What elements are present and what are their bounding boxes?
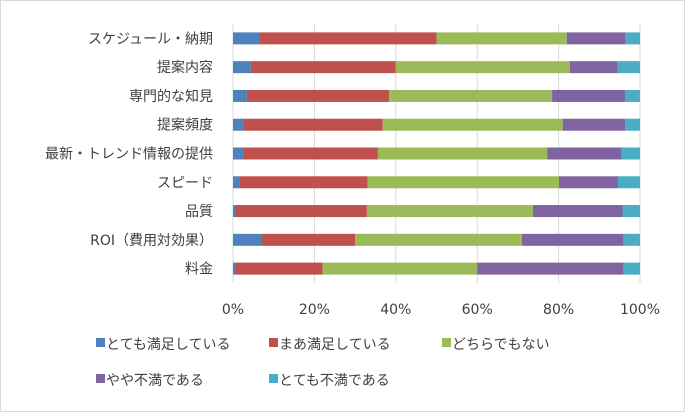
bar-segment	[625, 118, 640, 131]
category-label: 専門的な知見	[129, 88, 213, 105]
bar-segment	[261, 233, 356, 246]
bar-segment	[355, 233, 522, 246]
bar-segment	[566, 32, 626, 45]
category-label: 提案内容	[157, 59, 213, 76]
bar-segment	[233, 176, 240, 189]
bar-segment	[477, 262, 624, 275]
bar-segment	[622, 205, 640, 218]
category-label: 料金	[185, 262, 213, 278]
legend-label: とても満足している	[106, 337, 230, 353]
bar-segment	[259, 32, 437, 45]
category-label: 提案頻度	[157, 117, 213, 134]
bar-segment	[243, 118, 383, 131]
bar-segment	[235, 262, 323, 275]
bar-segment	[562, 118, 626, 131]
bar-segment	[436, 32, 567, 45]
bar-segment	[233, 118, 244, 131]
bar-segment	[625, 89, 640, 102]
bar-segment	[246, 89, 390, 102]
bar-segment	[243, 147, 378, 160]
x-tick-label: 0%	[222, 302, 244, 318]
bar-segment	[382, 118, 563, 131]
bar-segment	[395, 61, 570, 74]
legend-label: やや不満である	[106, 373, 204, 389]
x-tick-label: 20%	[299, 302, 330, 318]
category-label: スケジュール・納期	[88, 31, 213, 47]
bar-segment	[618, 176, 640, 189]
legend-swatch	[269, 338, 278, 347]
bar-segment	[233, 32, 260, 45]
category-label: 品質	[185, 204, 213, 220]
x-tick-label: 60%	[462, 302, 493, 318]
bar-segment	[233, 262, 236, 275]
bar-segment	[623, 262, 640, 275]
bar-segment	[389, 89, 553, 102]
x-tick-label: 100%	[620, 302, 660, 318]
x-tick-label: 40%	[380, 302, 411, 318]
bar-segment	[559, 176, 619, 189]
bar-segment	[233, 233, 262, 246]
legend-swatch	[269, 374, 278, 383]
category-label: 最新・トレンド情報の提供	[45, 147, 213, 163]
bar-segment	[366, 205, 533, 218]
bar-segment	[521, 233, 624, 246]
legend-swatch	[96, 338, 105, 347]
bar-segment	[625, 32, 640, 45]
legend-swatch	[442, 338, 451, 347]
bar-segment	[552, 89, 626, 102]
bar-segment	[239, 176, 368, 189]
bar-segment	[367, 176, 560, 189]
bar-segment	[233, 61, 251, 74]
legend-label: とても不満である	[279, 373, 390, 389]
x-tick-label: 80%	[543, 302, 574, 318]
bar-segment	[235, 205, 367, 218]
bar-segment	[547, 147, 622, 160]
bar-segment	[250, 61, 396, 74]
bar-segment	[233, 205, 236, 218]
category-label: ROI（費用対効果）	[90, 233, 213, 249]
bar-segment	[233, 147, 244, 160]
bar-segment	[322, 262, 478, 275]
bar-segment	[569, 61, 618, 74]
bar-segment	[532, 205, 623, 218]
bar-segment	[617, 61, 640, 74]
legend-label: どちらでもない	[452, 337, 550, 353]
legend-swatch	[96, 374, 105, 383]
category-label: スピード	[157, 175, 213, 191]
bar-segment	[233, 89, 247, 102]
bar-segment	[621, 147, 640, 160]
legend-label: まあ満足している	[279, 337, 391, 353]
bar-segment	[377, 147, 548, 160]
bar-segment	[623, 233, 640, 246]
